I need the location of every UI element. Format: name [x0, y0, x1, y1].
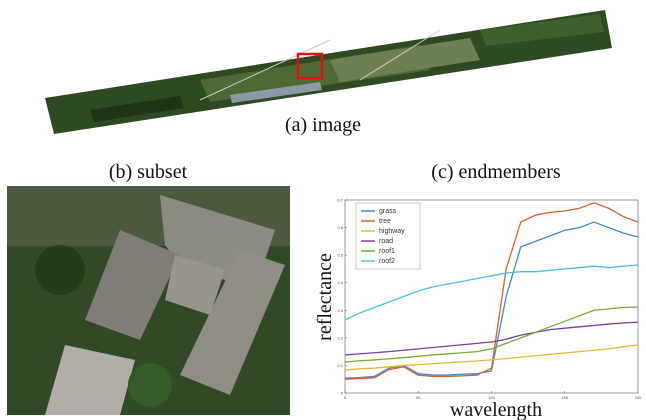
y-tick-label: 0.7: [337, 198, 343, 203]
subset-caption: (b) subset: [109, 161, 188, 183]
x-tick-label: 50: [416, 395, 421, 400]
y-tick-label: 0.3: [337, 308, 343, 313]
x-tick-label: 200: [635, 395, 642, 400]
x-tick-label: 100: [488, 395, 495, 400]
legend-label: highway: [379, 228, 405, 235]
figure: (a) image (b) subset (c) endmembers wave…: [0, 0, 646, 420]
y-tick-label: 0.5: [337, 253, 343, 258]
legend-label: roof1: [379, 248, 395, 255]
y-tick-label: 0.6: [337, 225, 343, 230]
y-tick-label: 0.1: [337, 363, 343, 368]
chart-title: (c) endmembers: [431, 161, 561, 183]
x-axis-label: wavelength: [450, 399, 542, 420]
legend-label: road: [379, 238, 393, 245]
legend-label: roof2: [379, 258, 395, 265]
image-caption: (a) image: [285, 114, 361, 136]
x-tick-label: 150: [561, 395, 568, 400]
legend-label: tree: [379, 218, 391, 225]
legend-label: grass: [379, 208, 397, 215]
y-axis-label: reflectance: [314, 253, 336, 341]
subset-image: [7, 186, 290, 415]
y-tick-label: 0.4: [337, 280, 343, 285]
y-tick-label: 0.2: [337, 335, 343, 340]
x-tick-label: 0: [344, 395, 347, 400]
